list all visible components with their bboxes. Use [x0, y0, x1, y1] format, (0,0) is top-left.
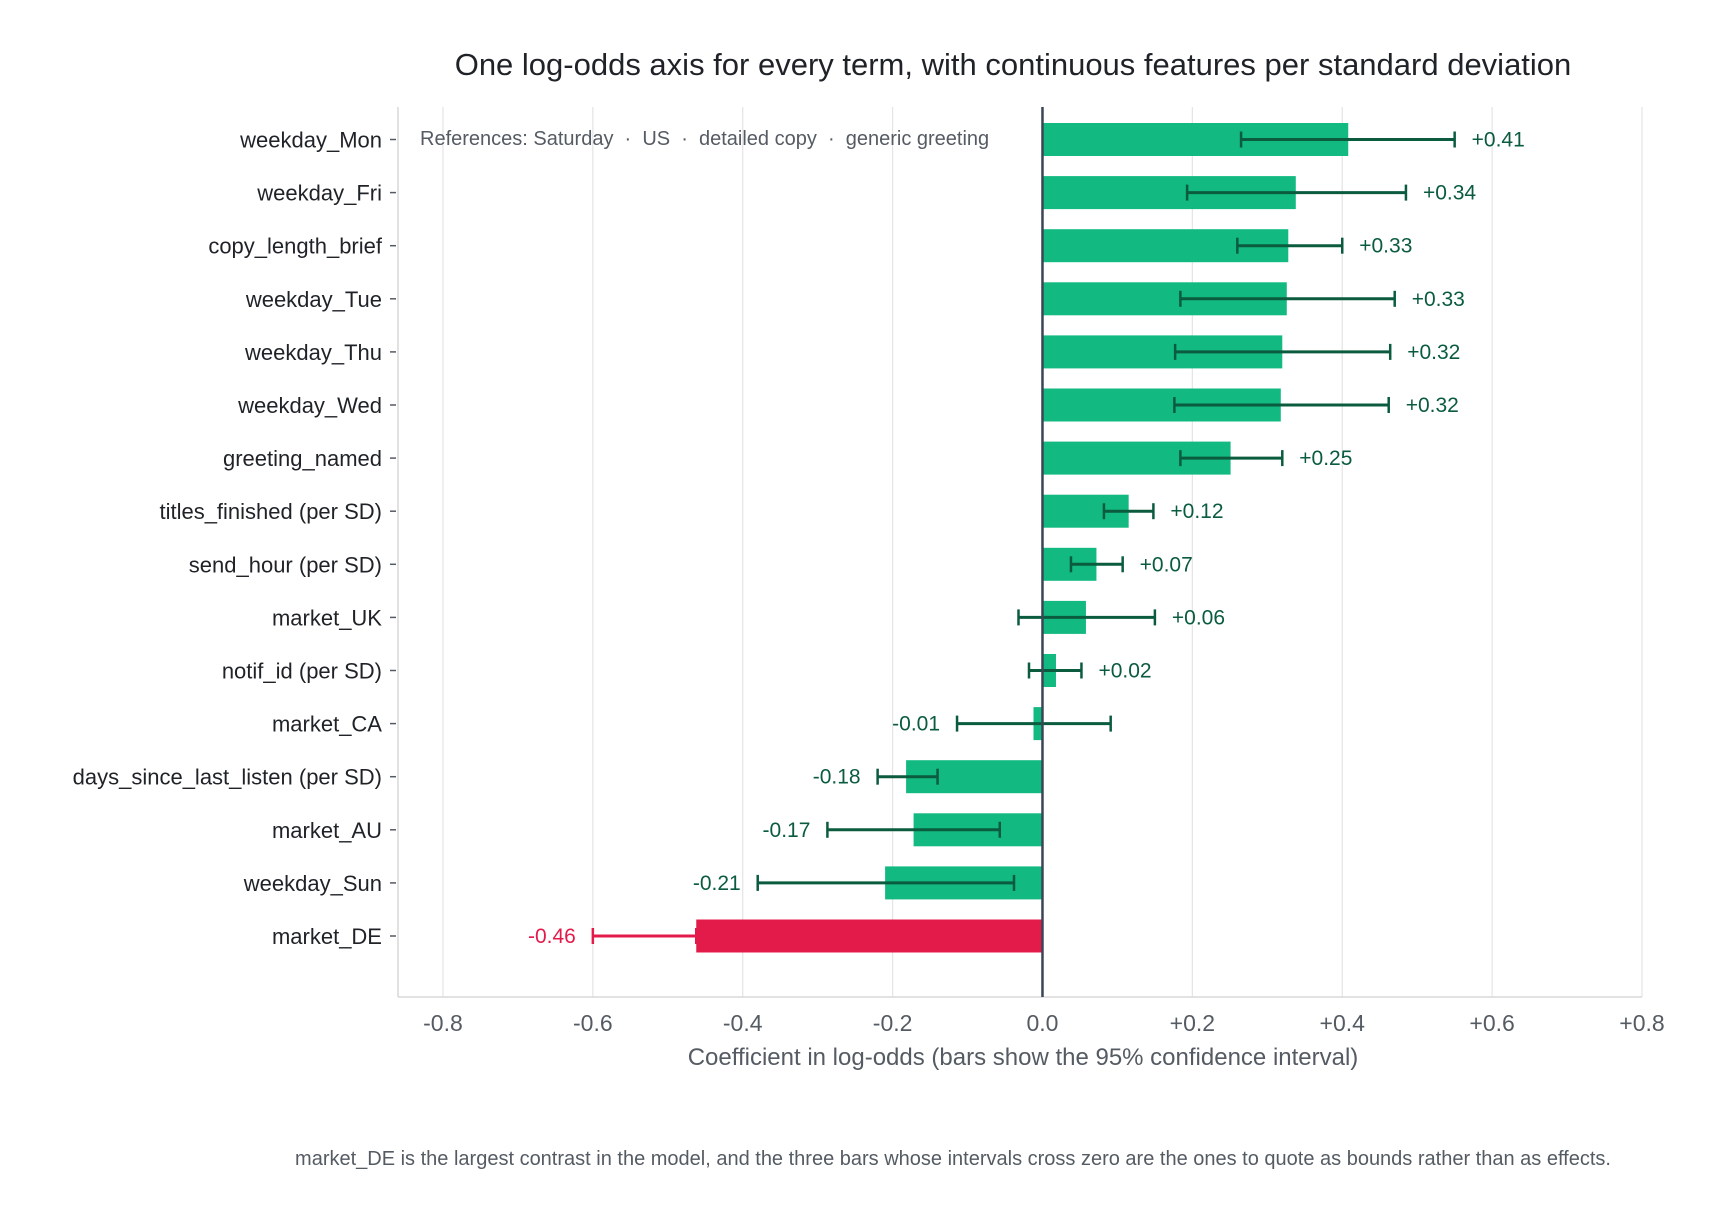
caption-text: market_DE is the largest contrast in the…: [295, 1148, 1611, 1170]
category-label: days_since_last_listen (per SD): [73, 765, 382, 790]
x-tick-label: 0.0: [1026, 1010, 1058, 1036]
value-label: -0.46: [528, 925, 576, 948]
value-label: +0.33: [1412, 288, 1465, 311]
axes: [397, 107, 1642, 998]
x-axis-label: Coefficient in log-odds (bars show the 9…: [688, 1044, 1359, 1071]
reference-note: References: Saturday · US · detailed cop…: [420, 128, 989, 150]
value-labels: +0.41 +0.34 +0.33 +0.33 +0.32 +0.32 +0.25 +0.12…: [528, 129, 1525, 949]
value-label: +0.32: [1407, 341, 1460, 364]
value-label: -0.01: [892, 713, 940, 736]
category-label: weekday_Wed: [237, 393, 382, 418]
x-tick-label: -0.8: [423, 1010, 463, 1036]
category-labels: weekday_Mon weekday_Fri copy_length_briefw…: [73, 128, 396, 949]
x-tick-label: -0.6: [573, 1010, 613, 1036]
value-label: +0.25: [1299, 447, 1352, 470]
category-label: send_hour (per SD): [189, 552, 382, 577]
category-label: market_UK: [272, 605, 382, 630]
x-tick-label: +0.2: [1170, 1010, 1215, 1036]
category-label: weekday_Sun: [243, 871, 382, 896]
category-label: greeting_named: [223, 446, 382, 471]
value-label: +0.32: [1406, 394, 1459, 417]
category-label: titles_finished (per SD): [159, 499, 382, 524]
value-label: +0.34: [1423, 182, 1476, 205]
x-tick-label: +0.6: [1469, 1010, 1514, 1036]
category-label: market_CA: [272, 712, 382, 737]
bar: [696, 919, 1043, 953]
category-label: notif_id (per SD): [222, 659, 382, 684]
value-label: +0.06: [1172, 606, 1225, 629]
category-label: market_AU: [272, 818, 382, 843]
value-label: +0.12: [1170, 500, 1223, 523]
category-label: weekday_Fri: [256, 181, 382, 206]
x-tick-label: -0.2: [873, 1010, 913, 1036]
chart-title: One log-odds axis for every term, with c…: [455, 47, 1572, 82]
value-label: +0.41: [1472, 129, 1525, 152]
category-label: weekday_Mon: [239, 128, 382, 153]
category-label: weekday_Thu: [244, 340, 382, 365]
value-label: +0.02: [1098, 660, 1151, 683]
category-label: copy_length_brief: [208, 234, 383, 259]
x-tick-labels: -0.8 -0.6 -0.4 -0.2 0.0 +0.2 +0.4 +0.6 +0.8: [423, 1010, 1665, 1036]
value-label: -0.17: [763, 819, 811, 842]
x-tick-label: +0.4: [1320, 1010, 1366, 1036]
category-label: weekday_Tue: [245, 287, 382, 312]
x-tick-label: +0.8: [1619, 1010, 1664, 1036]
value-label: +0.07: [1140, 553, 1193, 576]
value-label: +0.33: [1359, 235, 1412, 258]
value-label: -0.21: [693, 872, 741, 895]
x-tick-label: -0.4: [723, 1010, 763, 1036]
caption: market_DE is the largest contrast in the…: [0, 1148, 1724, 1171]
category-label: market_DE: [272, 924, 382, 949]
value-label: -0.18: [813, 766, 861, 789]
confidence-intervals: [591, 131, 1456, 944]
